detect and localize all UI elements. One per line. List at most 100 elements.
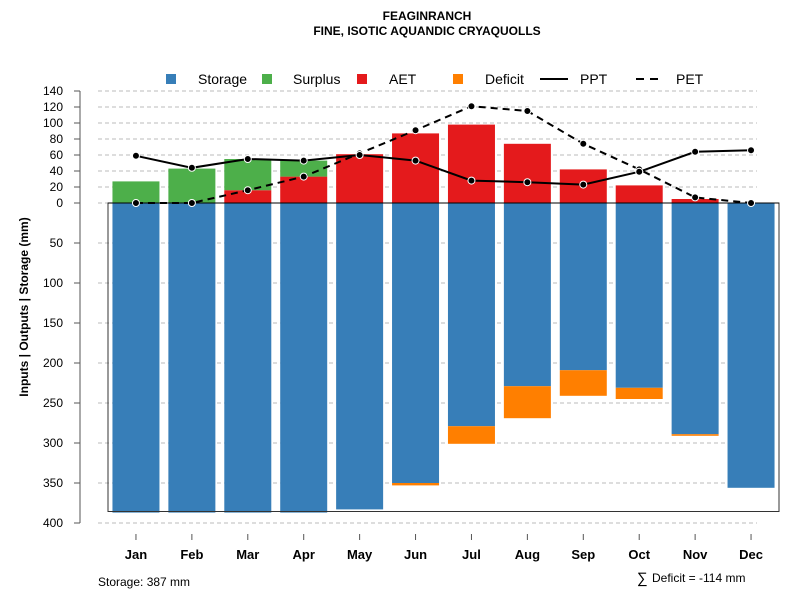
storage-bar-oct (615, 203, 663, 388)
storage-bar-apr (280, 203, 328, 513)
y-tick-label: 400 (43, 516, 63, 530)
aet-bar-aug (503, 143, 551, 203)
bars (112, 124, 775, 513)
y-tick-label: 60 (50, 148, 64, 162)
y-tick-label: 100 (43, 116, 63, 130)
pet-point-aug (523, 107, 532, 115)
legend: Storage Surplus AET Deficit PPT PET (166, 71, 704, 87)
y-axis: 0 20 40 60 80 100 120 140 50 100 150 200 250 300 350 40… (43, 84, 81, 530)
x-tick-label-feb: Feb (180, 547, 203, 562)
storage-bar-jan (112, 203, 160, 513)
y-axis-label: Inputs | Outputs | Storage (mm) (17, 217, 31, 396)
aet-bar-may (336, 154, 384, 203)
legend-label-deficit: Deficit (485, 71, 524, 87)
ppt-point-mar (243, 155, 252, 163)
pet-line (135, 105, 752, 204)
y-tick-label: 350 (43, 476, 63, 490)
deficit-bar-aug (503, 386, 551, 419)
surplus-bar-feb (168, 168, 216, 203)
storage-annotation: Storage: 387 mm (98, 575, 190, 589)
deficit-symbol: ∑ (637, 570, 648, 587)
ppt-point-jul (467, 176, 476, 185)
x-tick-label-mar: Mar (236, 547, 259, 562)
x-tick-label-nov: Nov (683, 547, 708, 562)
deficit-annotation: Deficit = -114 mm (652, 571, 745, 585)
ppt-point-apr (299, 156, 308, 165)
ppt-point-aug (523, 178, 532, 187)
ppt-point-nov (691, 147, 700, 156)
pet-point-jul (467, 102, 476, 111)
y-tick-label: 0 (56, 196, 63, 210)
deficit-bar-oct (615, 387, 663, 399)
legend-label-aet: AET (389, 71, 417, 87)
chart-subtitle: FINE, ISOTIC AQUANDIC CRYAQUOLLS (313, 24, 540, 38)
deficit-bar-jun (392, 483, 440, 486)
y-tick-label: 80 (50, 132, 64, 146)
deficit-bar-jul (447, 426, 495, 444)
ppt-point-may (355, 151, 364, 159)
x-tick-label-aug: Aug (515, 547, 540, 562)
legend-swatch-storage (166, 74, 176, 84)
pet-point-sep (579, 139, 588, 148)
pet-point-feb (187, 199, 196, 207)
pet-point-jun (411, 126, 420, 135)
pet-point-mar (243, 186, 252, 195)
storage-bar-sep (559, 203, 607, 371)
storage-bar-jun (392, 203, 440, 483)
ppt-point-oct (635, 167, 644, 176)
x-tick-label-dec: Dec (739, 547, 763, 562)
y-tick-label: 120 (43, 100, 63, 114)
x-tick-label-oct: Oct (628, 547, 650, 562)
deficit-bar-nov (671, 434, 719, 436)
chart-title: FEAGINRANCH (383, 9, 472, 23)
ppt-point-jan (131, 151, 140, 160)
y-tick-label: 200 (43, 356, 63, 370)
surplus-bar-jan (112, 181, 160, 203)
y-tick-label: 100 (43, 276, 63, 290)
storage-bar-dec (727, 203, 775, 488)
x-tick-label-apr: Apr (293, 547, 315, 562)
y-tick-label: 300 (43, 436, 63, 450)
legend-swatch-surplus (262, 74, 272, 84)
legend-swatch-aet (357, 74, 367, 84)
x-tick-label-jul: Jul (462, 547, 481, 562)
y-tick-label: 20 (50, 180, 64, 194)
x-tick-label-jan: Jan (125, 547, 147, 562)
storage-bar-may (336, 203, 384, 510)
x-axis: Jan Feb Mar Apr May Jun Jul Aug Sep Oct Nov Dec (125, 534, 763, 562)
legend-label-storage: Storage (198, 71, 247, 87)
ppt-point-feb (187, 163, 196, 172)
storage-bar-mar (224, 203, 272, 513)
deficit-bar-sep (559, 370, 607, 396)
y-tick-label: 250 (43, 396, 63, 410)
aet-bar-jun (392, 133, 440, 203)
aet-bar-oct (615, 185, 663, 203)
y-tick-label: 40 (50, 164, 64, 178)
lines (131, 102, 756, 207)
pet-point-jan (131, 199, 140, 207)
pet-point-nov (691, 193, 700, 202)
pet-point-apr (299, 172, 308, 181)
legend-swatch-deficit (453, 74, 463, 84)
pet-point-dec (747, 199, 756, 207)
y-tick-label: 150 (43, 316, 63, 330)
ppt-line (135, 149, 752, 186)
storage-bar-nov (671, 203, 719, 435)
legend-label-surplus: Surplus (293, 71, 340, 87)
surplus-bar-mar (224, 159, 272, 191)
storage-bar-jul (447, 203, 495, 427)
ppt-point-sep (579, 180, 588, 189)
x-tick-label-may: May (347, 547, 373, 562)
y-tick-label: 50 (50, 236, 64, 250)
aet-bar-jul (447, 124, 495, 203)
storage-bar-aug (503, 203, 551, 387)
ppt-point-jun (411, 156, 420, 165)
ppt-point-dec (747, 146, 756, 155)
legend-label-pet: PET (676, 71, 704, 87)
storage-bar-feb (168, 203, 216, 513)
aet-bar-apr (280, 176, 328, 203)
y-tick-label: 140 (43, 84, 63, 98)
x-tick-label-jun: Jun (404, 547, 427, 562)
legend-label-ppt: PPT (580, 71, 608, 87)
